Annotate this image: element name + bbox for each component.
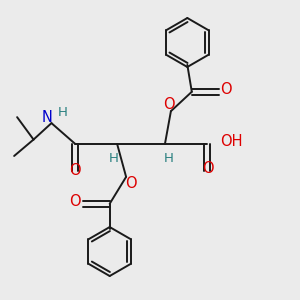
Text: H: H [58,106,68,119]
Text: O: O [70,164,81,178]
Text: O: O [163,97,174,112]
Text: O: O [202,161,214,176]
Text: N: N [41,110,52,125]
Text: O: O [125,176,136,191]
Text: H: H [164,152,173,166]
Text: OH: OH [220,134,243,149]
Text: H: H [109,152,119,166]
Text: O: O [220,82,232,97]
Text: O: O [70,194,81,209]
